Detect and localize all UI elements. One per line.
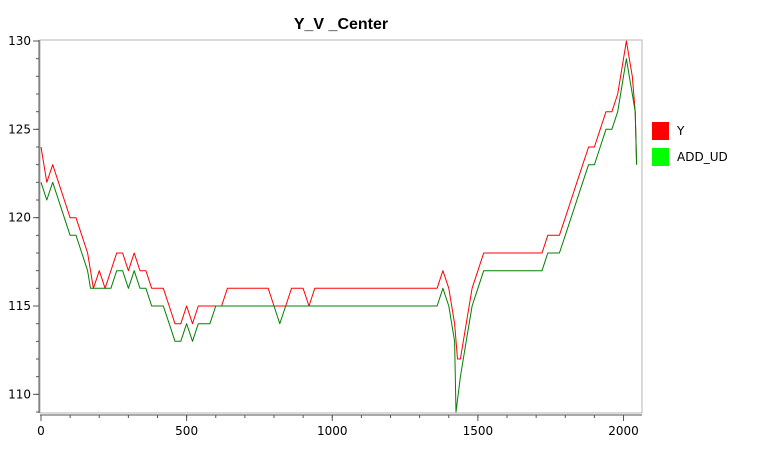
x-tick-label: 500 bbox=[175, 424, 198, 438]
legend-label: ADD_UD bbox=[677, 150, 728, 164]
x-tick-label: 0 bbox=[37, 424, 45, 438]
legend-label: Y bbox=[676, 124, 685, 138]
series-line-add-ud bbox=[40, 58, 638, 413]
legend-swatch bbox=[652, 148, 669, 166]
axes: 0 500 1000 1500 2000 110 115 120 125 130 bbox=[8, 34, 642, 438]
y-tick-label: 120 bbox=[8, 211, 31, 225]
series-line-y bbox=[40, 40, 638, 360]
series-lines bbox=[40, 40, 638, 413]
y-tick-label: 115 bbox=[8, 299, 31, 313]
plot-area bbox=[39, 39, 643, 414]
y-tick-label: 125 bbox=[8, 122, 31, 136]
chart-title: Y_V _Center bbox=[294, 16, 388, 33]
legend-swatch bbox=[652, 122, 669, 140]
x-tick-label: 1000 bbox=[317, 424, 348, 438]
x-tick-label: 2000 bbox=[608, 424, 639, 438]
y-tick-label: 130 bbox=[8, 34, 31, 48]
y-tick-label: 110 bbox=[8, 387, 31, 401]
x-tick-label: 1500 bbox=[463, 424, 494, 438]
legend: Y ADD_UD bbox=[652, 122, 728, 166]
